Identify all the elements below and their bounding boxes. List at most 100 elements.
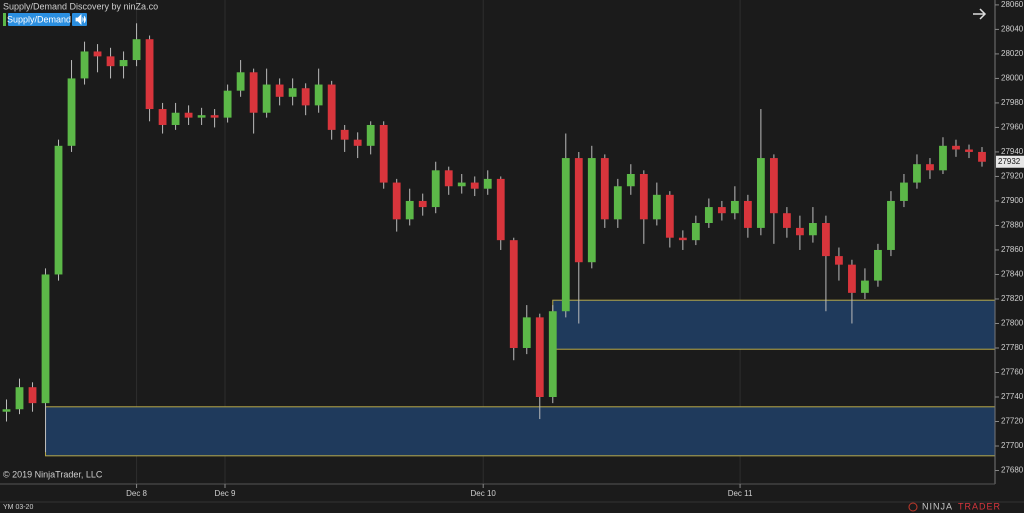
y-tick-label: 27900 xyxy=(1001,196,1024,205)
candle-body xyxy=(809,223,817,236)
last-price-box xyxy=(996,155,1024,168)
candle-body xyxy=(483,178,492,189)
y-tick-label: 27800 xyxy=(1001,319,1024,328)
y-tick-label: 28040 xyxy=(1001,25,1024,34)
x-tick-label: Dec 8 xyxy=(126,489,147,498)
candle-body xyxy=(587,158,596,263)
y-tick-label: 27780 xyxy=(1001,343,1024,352)
candle-body xyxy=(314,84,323,106)
candle-body xyxy=(665,194,674,238)
candle-body xyxy=(756,158,765,228)
candle-body xyxy=(730,200,739,214)
candle-body xyxy=(470,182,479,189)
candle-body xyxy=(15,387,24,410)
candle-body xyxy=(717,207,726,214)
candle-body xyxy=(418,200,427,208)
candle-body xyxy=(913,164,921,183)
demand-zone xyxy=(552,299,996,350)
y-tick-label: 28060 xyxy=(1001,0,1024,9)
y-tick-label: 27860 xyxy=(1001,245,1024,254)
candle-body xyxy=(366,124,375,146)
y-tick-label: 28020 xyxy=(1001,49,1024,58)
candle-body xyxy=(822,223,830,257)
y-tick-label: 27720 xyxy=(1001,417,1024,426)
candle-body xyxy=(171,112,180,125)
candle-body xyxy=(926,164,934,171)
candle-body xyxy=(952,145,960,150)
y-tick-label: 27920 xyxy=(1001,172,1024,181)
candle-body xyxy=(54,145,63,275)
y-tick-label: 27760 xyxy=(1001,368,1024,377)
candle-body xyxy=(444,170,453,187)
candle-body xyxy=(965,149,973,152)
x-tick-label: Dec 10 xyxy=(471,489,497,498)
sound-icon xyxy=(75,14,86,25)
y-tick-label: 27940 xyxy=(1001,147,1024,156)
candle-body xyxy=(600,158,609,220)
candle-body xyxy=(431,170,440,208)
candle-body xyxy=(626,173,635,187)
candle-body xyxy=(743,200,752,228)
y-tick-label: 28000 xyxy=(1001,74,1024,83)
y-tick-label: 27960 xyxy=(1001,123,1024,132)
y-tick-label: 27740 xyxy=(1001,392,1024,401)
arrow-icon[interactable] xyxy=(973,8,987,20)
y-tick-label: 27700 xyxy=(1001,441,1024,450)
candle-body xyxy=(457,182,466,187)
candle-body xyxy=(28,387,37,404)
candle-body xyxy=(639,173,648,220)
candle-body xyxy=(275,84,284,97)
logo-first: NINJA xyxy=(922,501,953,511)
candle-body xyxy=(132,39,141,61)
candle-body xyxy=(874,249,882,281)
plot-area xyxy=(2,0,996,484)
candle-body xyxy=(119,60,128,67)
candle-body xyxy=(379,124,388,183)
candle-body xyxy=(184,112,193,118)
candle-body xyxy=(652,194,661,220)
candle-body xyxy=(522,317,531,348)
candle-body xyxy=(691,223,700,241)
candle-body xyxy=(197,115,206,118)
candle-body xyxy=(548,311,557,398)
candle-body xyxy=(887,200,895,250)
candle-body xyxy=(769,158,778,214)
y-tick-label: 27880 xyxy=(1001,221,1024,230)
candle-body xyxy=(288,88,297,97)
y-tick-label: 27840 xyxy=(1001,270,1024,279)
candle-body xyxy=(782,213,791,228)
candle-body xyxy=(93,51,102,57)
candle-body xyxy=(145,39,154,110)
indicator-button[interactable] xyxy=(8,13,70,26)
logo-second: TRADER xyxy=(958,501,1001,511)
copyright: © 2019 NinjaTrader, LLC xyxy=(3,469,103,479)
candle-body xyxy=(67,78,76,146)
indicator-button-label[interactable]: Supply/Demand xyxy=(7,14,71,24)
candle-body xyxy=(223,90,232,118)
candle-body xyxy=(678,237,687,241)
candle-body xyxy=(340,129,349,140)
candle-body xyxy=(574,158,583,263)
x-tick-label: Dec 11 xyxy=(728,489,753,498)
instrument: YM 03-20 xyxy=(3,504,33,511)
candle-body xyxy=(405,200,414,220)
y-tick-label: 27680 xyxy=(1001,466,1024,475)
candle-body xyxy=(613,186,622,220)
candle-body xyxy=(509,240,518,348)
candle-body xyxy=(301,88,310,106)
y-tick-label: 27980 xyxy=(1001,98,1024,107)
candle-body xyxy=(262,84,271,113)
candle-body xyxy=(535,317,544,398)
candle-body xyxy=(106,56,115,67)
candle-body xyxy=(835,256,843,265)
x-tick-label: Dec 9 xyxy=(215,489,236,498)
indicator-color xyxy=(3,13,6,26)
candle-body xyxy=(848,264,856,293)
candle-body xyxy=(80,51,89,79)
candle-body xyxy=(496,178,505,241)
candle-body xyxy=(249,72,258,113)
y-tick-label: 27820 xyxy=(1001,294,1024,303)
candle-body xyxy=(236,72,245,91)
candle-body xyxy=(210,115,219,118)
